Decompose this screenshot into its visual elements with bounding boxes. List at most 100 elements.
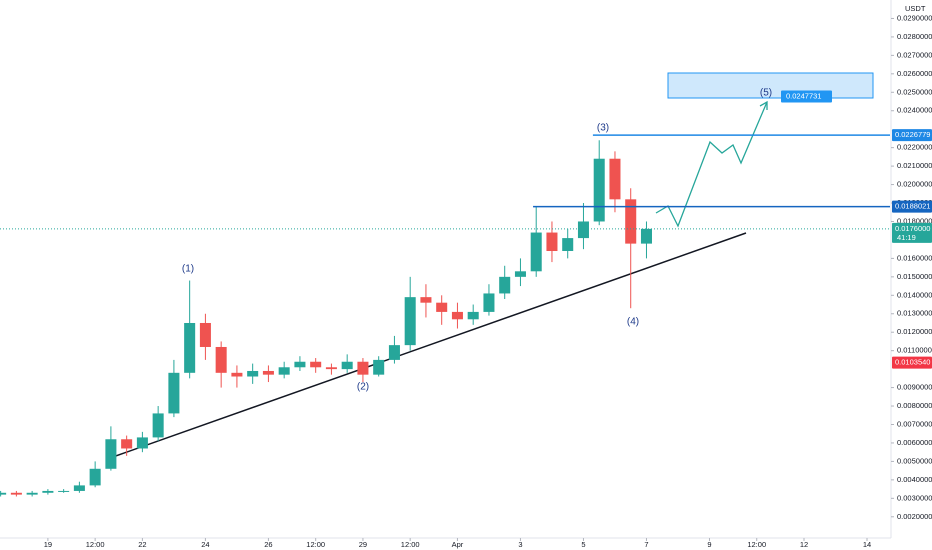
y-tick-label: 0.0250000 <box>897 87 932 96</box>
low-tag-label: 0.0103540 <box>895 358 930 367</box>
candle-body <box>42 490 54 493</box>
candle-body <box>73 485 85 491</box>
candle-body <box>231 372 243 377</box>
wave-label: (2) <box>357 382 369 393</box>
candle-body <box>105 439 117 469</box>
y-tick-label: 0.0070000 <box>897 419 932 428</box>
candle-body <box>625 199 637 244</box>
x-tick-label: 19 <box>44 540 52 549</box>
candle-body <box>136 437 148 449</box>
candle-body <box>247 370 259 377</box>
candle-body <box>499 276 511 294</box>
y-tick-label: 0.0090000 <box>897 383 932 392</box>
y-tick-label: 0.0220000 <box>897 143 932 152</box>
y-tick-label: 0.0110000 <box>897 346 932 355</box>
wave-label: (3) <box>597 123 609 134</box>
target-tag-label: 0.0247731 <box>786 91 821 100</box>
candle-body <box>609 158 621 200</box>
x-tick-label: 3 <box>518 540 522 549</box>
candle-body <box>373 359 385 375</box>
x-tick-label: 12:00 <box>747 540 766 549</box>
current-price-tag <box>892 222 932 243</box>
candle-body <box>26 492 38 495</box>
candle-body <box>278 367 290 375</box>
x-tick-label: Apr <box>452 540 464 549</box>
candle-body <box>640 228 652 244</box>
y-tick-label: 0.0210000 <box>897 161 932 170</box>
y-tick-label: 0.0020000 <box>897 512 932 521</box>
wave-label: (5) <box>760 88 772 99</box>
x-tick-label: 22 <box>138 540 146 549</box>
level-tag-label: 0.0188021 <box>895 202 930 211</box>
y-tick-label: 0.0270000 <box>897 50 932 59</box>
candle-body <box>483 293 495 312</box>
candle-body <box>404 297 416 346</box>
y-tick-label: 0.0050000 <box>897 456 932 465</box>
y-tick-label: 0.0150000 <box>897 272 932 281</box>
x-tick-label: 26 <box>264 540 272 549</box>
current-price-tag-label: 0.0176000 <box>895 224 930 233</box>
candle-body <box>262 370 274 375</box>
y-tick-label: 0.0160000 <box>897 253 932 262</box>
candle-body <box>325 367 337 370</box>
level-tag <box>892 200 932 213</box>
candle-body <box>89 468 101 486</box>
x-tick-label: 12:00 <box>86 540 105 549</box>
candle-body <box>546 232 558 252</box>
candle-body <box>467 311 479 320</box>
y-tick-label: 0.0130000 <box>897 309 932 318</box>
candle-body <box>121 439 133 449</box>
x-tick-label: 29 <box>359 540 367 549</box>
candle-body <box>152 413 164 438</box>
candle-body <box>184 322 196 373</box>
projection-path <box>655 101 768 228</box>
wave-label: (1) <box>182 264 194 275</box>
currency-label: USDT <box>905 4 926 13</box>
y-tick-label: 0.0060000 <box>897 438 932 447</box>
candle-body <box>10 492 22 495</box>
y-tick-label: 0.0290000 <box>897 13 932 22</box>
y-tick-label: 0.0200000 <box>897 180 932 189</box>
x-tick-label: 12:00 <box>401 540 420 549</box>
x-tick-label: 12 <box>800 540 808 549</box>
target-tag <box>781 90 832 103</box>
candle-body <box>593 158 605 222</box>
candle-body <box>451 311 463 320</box>
candle-body <box>420 297 432 303</box>
low-tag <box>892 356 932 369</box>
y-tick-label: 0.0280000 <box>897 32 932 41</box>
wave-label: (4) <box>627 317 639 328</box>
candle-body <box>58 490 70 492</box>
trend-line <box>109 232 747 459</box>
candle-body <box>530 232 542 272</box>
x-tick-label: 9 <box>707 540 711 549</box>
candle-body <box>215 346 227 373</box>
x-tick-label: 7 <box>644 540 648 549</box>
y-tick-label: 0.0040000 <box>897 475 932 484</box>
x-tick-label: 14 <box>863 540 871 549</box>
x-tick-label: 12:00 <box>306 540 325 549</box>
candle-body <box>357 361 369 375</box>
y-tick-label: 0.0140000 <box>897 290 932 299</box>
candle-body <box>341 361 353 370</box>
x-tick-label: 5 <box>581 540 585 549</box>
y-tick-label: 0.0260000 <box>897 69 932 78</box>
candle-body <box>562 238 574 252</box>
target-box <box>667 72 874 99</box>
y-tick-label: 0.0240000 <box>897 106 932 115</box>
candle-body <box>436 302 448 312</box>
level-tag <box>892 129 932 142</box>
y-tick-label: 0.0030000 <box>897 493 932 502</box>
candle-body <box>388 345 400 360</box>
y-tick-label: 0.0120000 <box>897 327 932 336</box>
candle-body <box>199 322 211 347</box>
candle-body <box>168 372 180 414</box>
candle-body <box>577 221 589 239</box>
candle-body <box>0 492 7 495</box>
y-tick-label: 0.0080000 <box>897 401 932 410</box>
projection-arrow <box>759 100 768 110</box>
candle-body <box>514 271 526 277</box>
x-tick-label: 24 <box>201 540 209 549</box>
candle-body <box>310 361 322 368</box>
